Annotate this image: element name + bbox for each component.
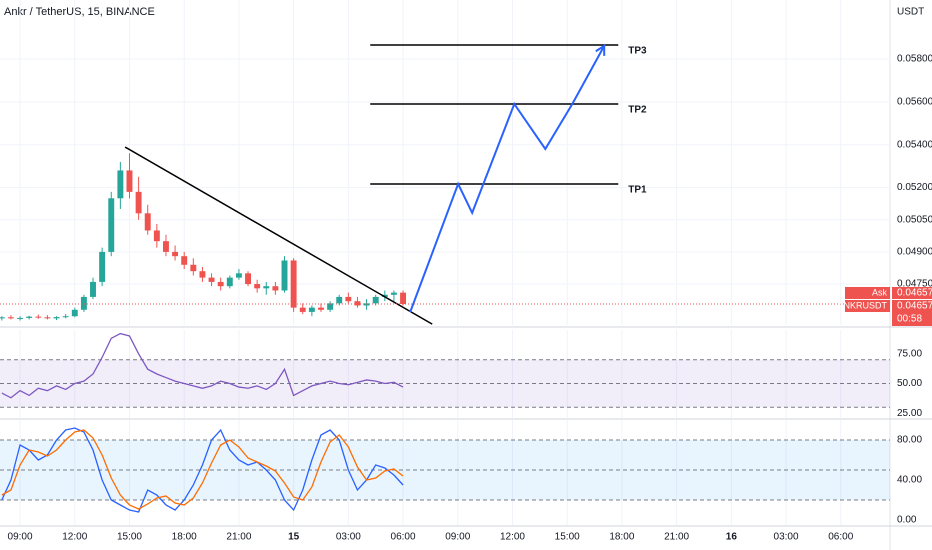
trendline bbox=[124, 146, 433, 325]
x-tick-label: 15:00 bbox=[555, 532, 580, 543]
candle-body bbox=[281, 260, 288, 291]
candle-body bbox=[17, 317, 24, 319]
candle-body bbox=[208, 277, 215, 282]
x-tick-label: 21:00 bbox=[664, 532, 689, 543]
x-tick-label: 12:00 bbox=[500, 532, 525, 543]
candle-body bbox=[390, 292, 397, 295]
price-badge-name-text: Ask bbox=[872, 287, 888, 297]
candle-body bbox=[254, 284, 261, 289]
candle-body bbox=[117, 170, 124, 199]
x-tick-label: 03:00 bbox=[336, 532, 361, 543]
projection-path bbox=[409, 45, 606, 313]
y-tick-label: 0.05400 bbox=[897, 139, 932, 150]
candle-body bbox=[80, 296, 87, 310]
y-tick-label: 0.05200 bbox=[897, 182, 932, 193]
candle-body bbox=[272, 286, 279, 291]
indicator-line bbox=[1, 429, 404, 510]
price-badge-value: 0.04657 bbox=[897, 301, 932, 312]
candle-body bbox=[62, 316, 69, 318]
y-tick-label: 80.00 bbox=[897, 435, 922, 446]
price-badge-name-text: ANKRUSDT bbox=[837, 300, 887, 310]
price-badge-name bbox=[845, 299, 890, 312]
x-tick-label: 09:00 bbox=[8, 532, 33, 543]
price-countdown: 00:58 bbox=[897, 314, 922, 325]
candle-body bbox=[181, 256, 188, 265]
axis-unit: USDT bbox=[897, 7, 924, 18]
candle-body bbox=[172, 251, 179, 257]
y-tick-label: 0.05600 bbox=[897, 96, 932, 107]
chart-title: Ankr / TetherUS, 15, BINANCE bbox=[4, 6, 155, 18]
y-tick-label: 75.00 bbox=[897, 348, 922, 359]
x-tick-label: 18:00 bbox=[609, 532, 634, 543]
indicator-line bbox=[1, 332, 404, 399]
y-tick-label: 0.05800 bbox=[897, 54, 932, 65]
x-tick-label: 03:00 bbox=[774, 532, 799, 543]
candle-body bbox=[35, 316, 42, 318]
target-label: TP3 bbox=[628, 46, 647, 57]
candle-body bbox=[153, 230, 160, 242]
candle-body bbox=[290, 260, 297, 308]
candle-body bbox=[217, 281, 224, 287]
candle-body bbox=[372, 296, 379, 304]
candle-body bbox=[162, 241, 169, 252]
x-tick-label: 21:00 bbox=[226, 532, 251, 543]
candle-body bbox=[381, 294, 388, 297]
candle-body bbox=[263, 286, 270, 289]
y-tick-label: 0.00 bbox=[897, 515, 917, 526]
candle-body bbox=[44, 317, 51, 319]
x-tick-label: 06:00 bbox=[828, 532, 853, 543]
candle-body bbox=[345, 296, 352, 302]
candle-body bbox=[108, 198, 115, 252]
candle-body bbox=[135, 191, 142, 214]
candle-body bbox=[354, 301, 361, 306]
y-tick-label: 0.04750 bbox=[897, 279, 932, 290]
candle-body bbox=[26, 316, 33, 318]
x-tick-label: 12:00 bbox=[62, 532, 87, 543]
x-tick-label: 16 bbox=[726, 532, 738, 543]
y-tick-label: 40.00 bbox=[897, 475, 922, 486]
candle-body bbox=[299, 307, 306, 312]
candle-body bbox=[90, 281, 96, 297]
y-tick-label: 0.04900 bbox=[897, 247, 932, 258]
projection-arrowhead bbox=[595, 44, 606, 56]
candle-body bbox=[126, 170, 133, 192]
y-tick-label: 0.05050 bbox=[897, 214, 932, 225]
y-tick-label: 25.00 bbox=[897, 408, 922, 419]
candle-body bbox=[99, 251, 106, 282]
candle-body bbox=[327, 303, 334, 310]
candle-body bbox=[0, 317, 5, 319]
target-label: TP2 bbox=[628, 105, 647, 116]
y-tick-label: 50.00 bbox=[897, 378, 922, 389]
candle-body bbox=[245, 273, 251, 285]
candle-body bbox=[71, 309, 78, 317]
price-badge-name bbox=[845, 286, 890, 299]
x-tick-label: 15:00 bbox=[117, 532, 142, 543]
price-badge bbox=[892, 286, 932, 299]
candle-body bbox=[144, 213, 151, 231]
price-badge-value: 0.04657 bbox=[897, 288, 932, 299]
candle-body bbox=[336, 296, 343, 304]
candle-body bbox=[199, 271, 206, 278]
candle-body bbox=[53, 317, 60, 319]
target-label: TP1 bbox=[628, 185, 647, 196]
candle-body bbox=[400, 292, 407, 304]
candle-body bbox=[226, 277, 233, 287]
candle-body bbox=[308, 307, 315, 312]
candle-body bbox=[318, 307, 324, 310]
x-tick-label: 09:00 bbox=[445, 532, 470, 543]
x-tick-label: 18:00 bbox=[172, 532, 197, 543]
candle-body bbox=[7, 317, 14, 319]
candle-body bbox=[235, 273, 242, 278]
candle-body bbox=[190, 264, 197, 272]
x-tick-label: 15 bbox=[288, 532, 300, 543]
x-tick-label: 06:00 bbox=[391, 532, 416, 543]
price-badge bbox=[892, 299, 932, 326]
